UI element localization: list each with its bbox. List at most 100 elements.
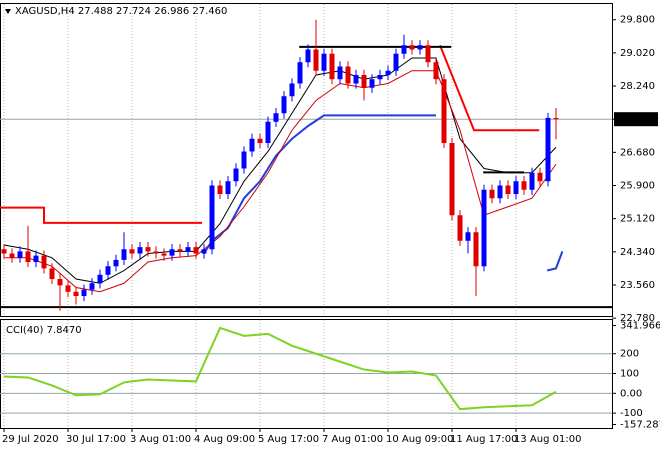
candle-body xyxy=(497,185,503,199)
candle-body xyxy=(417,45,423,50)
candle-body xyxy=(329,53,335,80)
candle-body xyxy=(465,232,471,241)
current-price-box xyxy=(614,112,658,127)
y-tick-label: 24.340 xyxy=(620,247,655,258)
candle-body xyxy=(529,172,535,190)
x-tick-label: 30 Jul 17:00 xyxy=(66,434,126,445)
candle-body xyxy=(513,181,519,195)
candle-body xyxy=(489,189,495,199)
candle-body xyxy=(369,79,375,88)
level-line xyxy=(439,44,540,132)
y-tick-label: 200 xyxy=(620,349,639,360)
y-tick-label: 26.680 xyxy=(620,147,655,158)
candle-body xyxy=(257,138,263,143)
cci-line xyxy=(3,326,557,411)
candle-body xyxy=(193,247,199,254)
candle-body xyxy=(281,96,287,114)
candle-body xyxy=(377,74,383,80)
candle-body xyxy=(441,79,447,143)
candle-body xyxy=(241,151,247,169)
candle-body xyxy=(97,274,103,284)
candle-body xyxy=(185,247,191,252)
candle-body xyxy=(33,255,39,263)
cci-title: CCI(40) 7.8470 xyxy=(6,325,82,336)
x-tick-label: 29 Jul 2020 xyxy=(2,434,59,445)
candle-body xyxy=(49,268,55,280)
candle-body xyxy=(265,121,271,143)
x-tick-label: 7 Aug 01:00 xyxy=(322,434,383,445)
candle-body xyxy=(289,83,295,97)
x-tick-label: 11 Aug 17:00 xyxy=(450,434,517,445)
chart-title: XAGUSD,H4 27.488 27.724 26.986 27.460 xyxy=(15,6,227,17)
candle-body xyxy=(177,249,183,252)
dropdown-icon xyxy=(5,9,11,14)
candle-body xyxy=(113,259,119,267)
candle-body xyxy=(145,247,151,252)
candle-body xyxy=(225,181,231,195)
candle-body xyxy=(129,249,135,254)
candle-body xyxy=(361,74,367,88)
y-tick-label: 29.800 xyxy=(620,15,655,26)
candle-body xyxy=(385,70,391,75)
candle-body xyxy=(169,249,175,256)
moving-average xyxy=(4,70,557,293)
candle-body xyxy=(481,189,487,267)
candle-body xyxy=(137,247,143,254)
candle-body xyxy=(57,279,63,286)
candle-body xyxy=(105,266,111,275)
y-tick-label: 22.780 xyxy=(620,313,655,324)
y-tick-label: 100 xyxy=(620,369,639,380)
candle-body xyxy=(409,45,415,50)
candle-body xyxy=(121,249,127,260)
candle-body xyxy=(393,53,399,71)
level-line xyxy=(0,206,202,224)
candle-body xyxy=(505,185,511,195)
candle-body xyxy=(153,251,159,254)
candle-body xyxy=(433,62,439,80)
candle-body xyxy=(313,49,319,71)
candle-body xyxy=(217,185,223,195)
y-tick-label: 0.00 xyxy=(620,388,642,399)
candle-body xyxy=(73,291,79,297)
candle-body xyxy=(337,66,343,80)
candle-body xyxy=(9,253,15,258)
candle-body xyxy=(345,66,351,84)
y-tick-label: 28.240 xyxy=(620,81,655,92)
candle-body xyxy=(321,53,327,71)
candle-body xyxy=(41,255,47,269)
x-tick-label: 5 Aug 17:00 xyxy=(258,434,319,445)
price-panel-border xyxy=(0,3,613,317)
candle-body xyxy=(537,172,543,182)
y-tick-label: 25.120 xyxy=(620,214,655,225)
candle-body xyxy=(545,117,551,182)
candle-body xyxy=(353,74,359,84)
y-tick-label: 341.9667 xyxy=(620,321,660,332)
x-tick-label: 10 Aug 09:00 xyxy=(386,434,453,445)
candle-body xyxy=(233,168,239,182)
candle-body xyxy=(425,45,431,63)
candle-body xyxy=(273,113,279,122)
candle-body xyxy=(17,251,23,258)
level-line xyxy=(546,251,564,272)
y-tick-label: 29.020 xyxy=(620,48,655,59)
candle-body xyxy=(81,289,87,297)
candle-body xyxy=(297,62,303,84)
candle-body xyxy=(25,251,31,263)
candle-body xyxy=(201,249,207,254)
candle-body xyxy=(65,285,71,292)
x-tick-label: 13 Aug 01:00 xyxy=(514,434,581,445)
level-line xyxy=(203,114,436,255)
candle-body xyxy=(521,181,527,190)
x-tick-label: 4 Aug 09:00 xyxy=(194,434,255,445)
candle-body xyxy=(1,249,7,254)
candle-body xyxy=(457,215,463,241)
candle-body xyxy=(161,253,167,256)
candle-body xyxy=(401,45,407,54)
x-tick-label: 3 Aug 01:00 xyxy=(130,434,191,445)
y-tick-label: 25.900 xyxy=(620,181,655,192)
candle-body xyxy=(249,138,255,152)
y-tick-label: -157.287 xyxy=(620,419,660,430)
candle-body xyxy=(473,232,479,267)
candle-body xyxy=(449,142,455,216)
